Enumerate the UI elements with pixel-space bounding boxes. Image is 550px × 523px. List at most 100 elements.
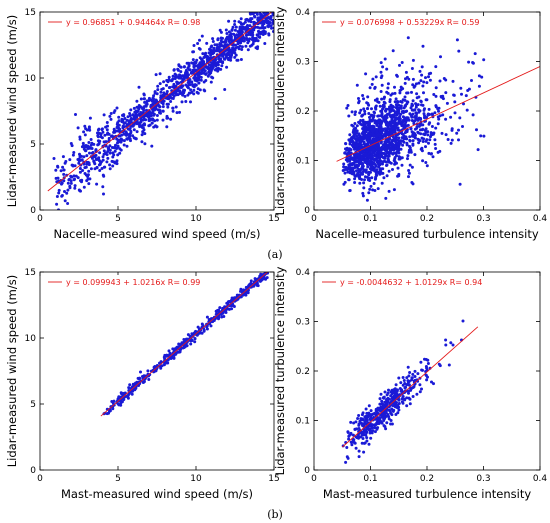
data-point: [78, 170, 82, 174]
data-point: [129, 139, 132, 143]
data-point: [346, 170, 350, 174]
data-point: [62, 168, 66, 172]
data-point: [77, 161, 81, 165]
data-point: [83, 124, 87, 128]
data-point: [202, 67, 205, 71]
data-point: [357, 455, 361, 459]
data-point: [93, 155, 97, 159]
data-point: [391, 168, 394, 171]
data-point: [200, 60, 204, 63]
data-point: [151, 97, 155, 101]
data-point: [434, 86, 438, 90]
data-point: [344, 460, 348, 464]
data-point: [433, 111, 437, 115]
data-point: [128, 114, 132, 118]
data-point: [119, 403, 123, 407]
data-point: [405, 91, 409, 95]
data-point: [437, 362, 441, 366]
data-point: [413, 134, 417, 138]
data-point: [410, 130, 414, 134]
data-point: [167, 78, 171, 82]
data-point: [247, 284, 251, 288]
data-point: [72, 151, 76, 154]
data-point: [131, 113, 135, 117]
data-point: [350, 138, 354, 142]
data-point: [172, 82, 176, 86]
data-point: [379, 70, 383, 74]
data-point: [395, 138, 399, 142]
data-point: [122, 139, 126, 143]
data-point: [56, 176, 60, 180]
data-point: [165, 125, 169, 129]
data-point: [395, 117, 399, 121]
data-point: [140, 124, 143, 128]
data-point: [352, 134, 356, 138]
data-point: [342, 162, 346, 166]
data-point: [186, 66, 190, 70]
data-point: [380, 146, 384, 150]
data-point: [438, 149, 442, 153]
data-point: [361, 194, 365, 198]
data-point: [383, 101, 387, 105]
data-point: [368, 122, 371, 125]
data-point: [453, 111, 457, 115]
data-point: [180, 74, 184, 78]
data-point: [365, 198, 369, 202]
data-point: [471, 61, 475, 65]
data-point: [433, 142, 437, 146]
data-point: [374, 164, 378, 168]
data-point: [348, 142, 352, 146]
data-point: [151, 102, 155, 106]
data-point: [73, 184, 77, 188]
data-point: [131, 124, 135, 128]
data-point: [369, 436, 373, 440]
data-point: [361, 118, 365, 122]
data-point: [205, 41, 209, 45]
data-point: [78, 135, 82, 139]
legend-box: [43, 275, 193, 289]
data-point: [368, 158, 372, 162]
data-point: [417, 95, 421, 99]
data-point: [352, 170, 356, 174]
data-point: [387, 189, 391, 193]
data-point: [397, 128, 401, 132]
data-point: [362, 129, 366, 133]
data-point: [373, 169, 377, 173]
data-point: [99, 132, 103, 136]
data-point: [347, 434, 351, 438]
data-point: [214, 310, 218, 314]
data-point: [419, 79, 423, 83]
data-point: [419, 117, 423, 121]
data-point: [407, 374, 411, 378]
data-point: [213, 63, 217, 67]
data-point: [389, 422, 393, 426]
data-point: [182, 76, 186, 80]
data-point: [72, 178, 76, 182]
data-point: [114, 143, 117, 147]
data-point: [82, 130, 86, 134]
data-point: [125, 394, 129, 398]
data-point: [365, 158, 369, 162]
data-point: [177, 63, 181, 67]
data-point: [364, 152, 368, 156]
data-point: [450, 127, 454, 131]
y-tick-label: 10: [25, 334, 37, 344]
data-point: [217, 67, 221, 71]
data-point: [345, 168, 349, 172]
scatter-points: [341, 16, 486, 202]
data-point: [379, 159, 383, 163]
data-point: [117, 134, 121, 138]
data-point: [375, 134, 379, 138]
chart-panel-mast-wind-speed: 0 5 10 15 0 5 10 15 Mast-measured wind speed (m/…: [5, 268, 280, 501]
data-point: [179, 342, 183, 346]
data-point: [410, 90, 413, 94]
data-point: [85, 162, 89, 166]
data-point: [350, 123, 354, 127]
data-point: [256, 45, 260, 49]
data-point: [383, 114, 387, 118]
plot-frame: [39, 271, 275, 471]
data-point: [393, 126, 396, 130]
data-point: [199, 78, 203, 82]
data-point: [52, 157, 56, 160]
scatter-points: [341, 319, 465, 464]
